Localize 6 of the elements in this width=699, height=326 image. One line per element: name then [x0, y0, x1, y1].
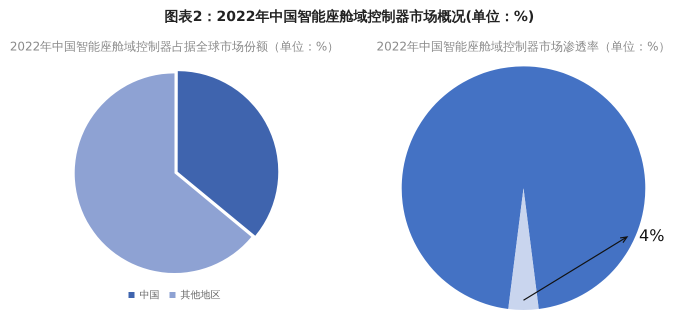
chart-subtitle: 2022年中国智能座舱域控制器占据全球市场份额（单位：%）: [10, 39, 340, 54]
text: 图表2：2022年中国智能座舱域控制器市场概况(单位：%): [164, 8, 536, 27]
legend-label: 中国: [140, 288, 160, 301]
chart-title: 2022年中国智能座舱域控制器市场渗透率（单位：%）: [376, 39, 670, 54]
legend-label: 其他地区: [180, 288, 220, 301]
data-label: 4%: [639, 226, 664, 246]
